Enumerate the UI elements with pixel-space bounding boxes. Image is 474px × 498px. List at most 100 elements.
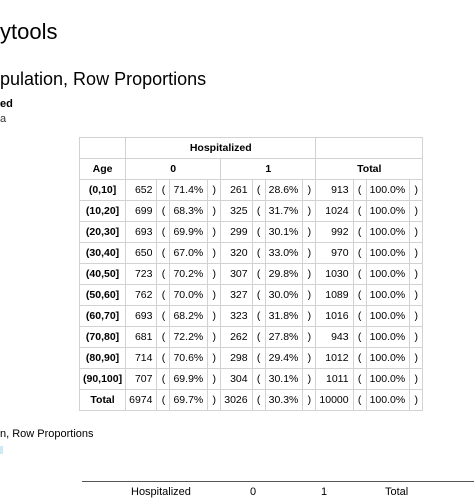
count-cell: 325 (220, 200, 253, 222)
row-label: (30,40] (78, 242, 127, 264)
row-label: (90,100] (78, 368, 127, 390)
percent-cell: 28.6% (264, 179, 304, 201)
table-top-rule (82, 481, 474, 482)
percent-cell: 30.1% (264, 368, 304, 390)
open-paren: ( (251, 326, 266, 348)
open-paren: ( (156, 242, 171, 264)
close-paren: ) (409, 200, 424, 222)
percent-cell: 30.0% (264, 284, 304, 306)
column-header-total: Total (315, 158, 424, 180)
crosstab-table: Hospitalized Age 0 1 Total (0,10] 652(71.… (78, 137, 424, 411)
close-paren: ) (302, 200, 317, 222)
count-cell: 693 (125, 221, 158, 243)
close-paren: ) (302, 242, 317, 264)
bottom-header-total: Total (385, 486, 409, 498)
count-cell: 1011 (315, 368, 354, 390)
table-row: (30,40] 650(67.0%) 320(33.0%) 970(100.0%) (78, 242, 424, 264)
open-paren: ( (251, 200, 266, 222)
count-cell: 762 (125, 284, 158, 306)
count-cell: 307 (220, 263, 253, 285)
page-title: ytools (0, 19, 58, 44)
close-paren: ) (207, 179, 222, 201)
table-row: (50,60] 762(70.0%) 327(30.0%) 1089(100.0%) (78, 284, 424, 306)
percent-cell: 33.0% (264, 242, 304, 264)
percent-cell: 100.0% (365, 221, 411, 243)
table-row: (40,50] 723(70.2%) 307(29.8%) 1030(100.0%) (78, 263, 424, 285)
open-paren: ( (352, 368, 367, 390)
percent-cell: 100.0% (365, 242, 411, 264)
open-paren: ( (251, 179, 266, 201)
close-paren: ) (409, 326, 424, 348)
table-row: Total 6974(69.7%) 3026(30.3%) 10000(100.0%) (78, 389, 424, 411)
close-paren: ) (207, 389, 222, 411)
percent-cell: 100.0% (365, 200, 411, 222)
close-paren: ) (409, 263, 424, 285)
table-row: (0,10] 652(71.4%) 261(28.6%) 913(100.0%) (78, 179, 424, 201)
percent-cell: 100.0% (365, 389, 411, 411)
open-paren: ( (251, 221, 266, 243)
close-paren: ) (207, 368, 222, 390)
percent-cell: 71.4% (169, 179, 209, 201)
table-column-header-row: Age 0 1 Total (78, 158, 424, 180)
count-cell: 6974 (125, 389, 158, 411)
percent-cell: 69.9% (169, 221, 209, 243)
close-paren: ) (409, 242, 424, 264)
open-paren: ( (156, 284, 171, 306)
percent-cell: 100.0% (365, 284, 411, 306)
table-row: (10,20] 699(68.3%) 325(31.7%) 1024(100.0%) (78, 200, 424, 222)
row-label: Total (78, 389, 127, 411)
close-paren: ) (207, 263, 222, 285)
row-label: (0,10] (78, 179, 127, 201)
section-heading: pulation, Row Proportions (0, 69, 207, 89)
close-paren: ) (409, 389, 424, 411)
meta-value: a (0, 113, 7, 125)
count-cell: 714 (125, 347, 158, 369)
close-paren: ) (409, 179, 424, 201)
open-paren: ( (156, 305, 171, 327)
open-paren: ( (251, 284, 266, 306)
close-paren: ) (207, 242, 222, 264)
count-cell: 10000 (315, 389, 354, 411)
count-cell: 3026 (220, 389, 253, 411)
open-paren: ( (251, 389, 266, 411)
open-paren: ( (352, 242, 367, 264)
percent-cell: 70.0% (169, 284, 209, 306)
percent-cell: 100.0% (365, 305, 411, 327)
open-paren: ( (251, 305, 266, 327)
close-paren: ) (409, 368, 424, 390)
table-row: (60,70] 693(68.2%) 323(31.8%) 1016(100.0%) (78, 305, 424, 327)
close-paren: ) (302, 263, 317, 285)
percent-cell: 100.0% (365, 368, 411, 390)
close-paren: ) (409, 221, 424, 243)
open-paren: ( (251, 263, 266, 285)
count-cell: 299 (220, 221, 253, 243)
column-group-header: Hospitalized (125, 137, 317, 159)
column-header-0: 0 (125, 158, 222, 180)
count-cell: 1030 (315, 263, 354, 285)
percent-cell: 70.6% (169, 347, 209, 369)
table-caption: n, Row Proportions (0, 428, 94, 440)
count-cell: 723 (125, 263, 158, 285)
count-cell: 320 (220, 242, 253, 264)
open-paren: ( (156, 200, 171, 222)
open-paren: ( (352, 263, 367, 285)
close-paren: ) (207, 326, 222, 348)
open-paren: ( (251, 368, 266, 390)
close-paren: ) (302, 389, 317, 411)
close-paren: ) (302, 284, 317, 306)
count-cell: 327 (220, 284, 253, 306)
row-label: (80,90] (78, 347, 127, 369)
column-header-1: 1 (220, 158, 317, 180)
table-corner-cell (78, 137, 127, 159)
close-paren: ) (302, 179, 317, 201)
count-cell: 699 (125, 200, 158, 222)
count-cell: 323 (220, 305, 253, 327)
open-paren: ( (156, 263, 171, 285)
close-paren: ) (207, 284, 222, 306)
open-paren: ( (156, 221, 171, 243)
count-cell: 913 (315, 179, 354, 201)
open-paren: ( (352, 347, 367, 369)
count-cell: 261 (220, 179, 253, 201)
count-cell: 693 (125, 305, 158, 327)
close-paren: ) (302, 368, 317, 390)
